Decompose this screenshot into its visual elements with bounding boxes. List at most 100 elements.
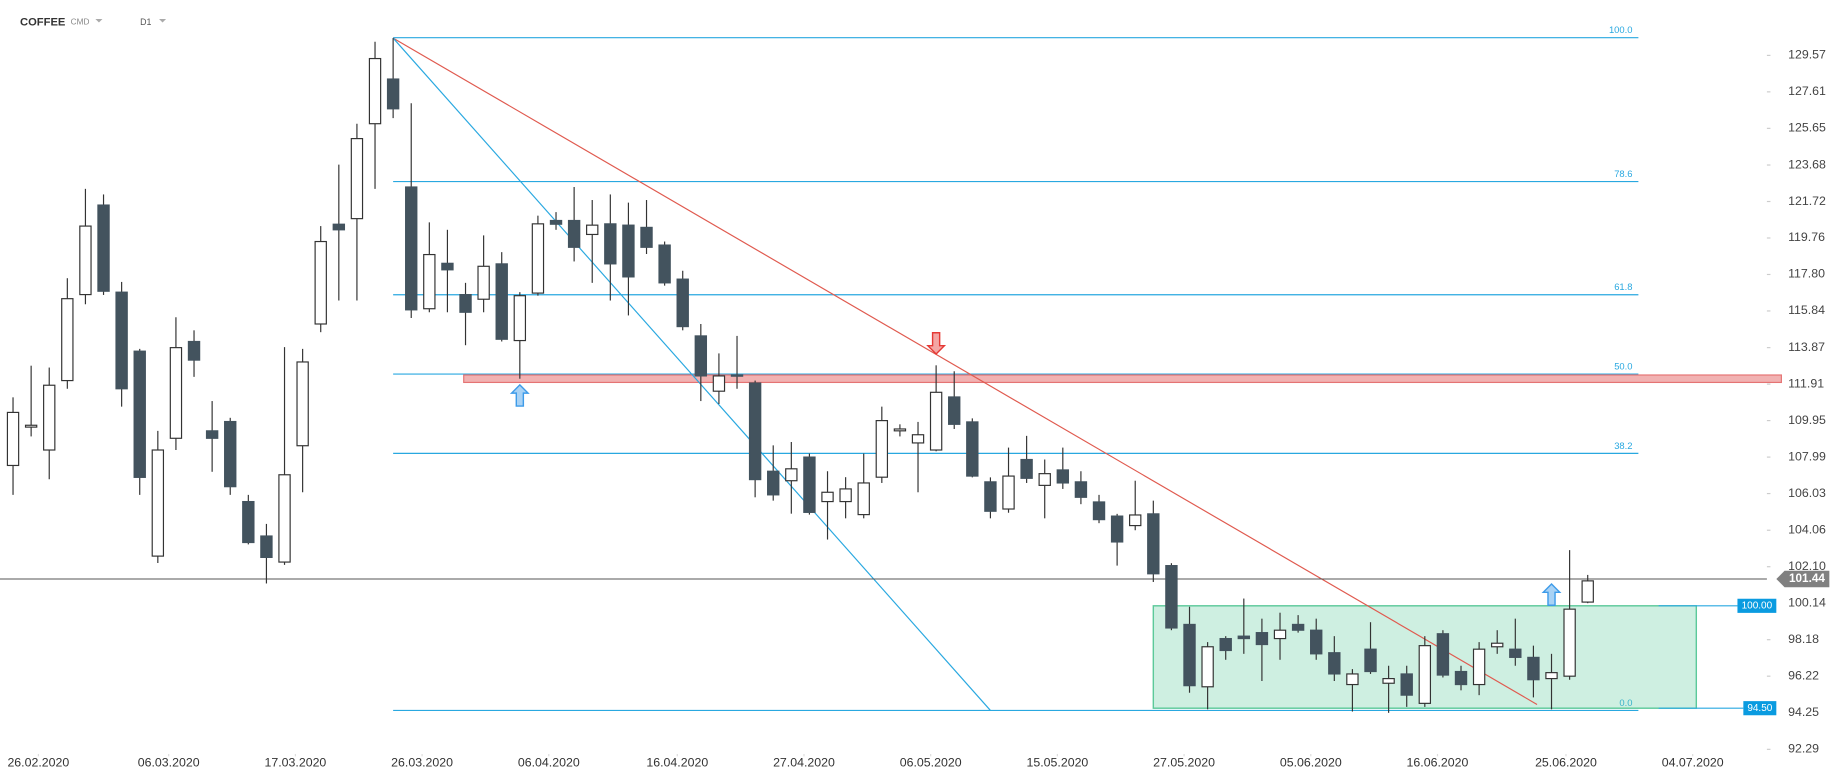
x-tick-label: 27.04.2020 [773,756,835,770]
interval-label[interactable]: D1 [140,17,151,27]
x-tick-label: 17.03.2020 [264,756,326,770]
candle-body [1400,673,1413,696]
candle-body [857,482,870,516]
dropdown-icon[interactable] [95,18,103,23]
candle-body [1527,656,1540,681]
candle-body [97,204,110,292]
candle-body [1038,473,1051,486]
candle-body [821,491,834,503]
candle-body [187,340,201,361]
candle-body [1346,673,1359,686]
fib-label: 50.0 [1614,360,1632,371]
x-tick-label: 06.04.2020 [518,756,580,770]
dropdown-icon[interactable] [159,18,167,23]
x-tick-label: 04.07.2020 [1662,756,1724,770]
y-tick-label: 96.22 [1788,668,1819,682]
candle-body [1074,481,1088,498]
candle-body [423,253,436,310]
candle-body [1020,458,1033,479]
candle-body [567,219,581,248]
candle-body [1110,515,1124,543]
candle-body [911,434,925,444]
candle-body [368,57,382,125]
candle-body [79,225,92,296]
candle-body [405,186,418,311]
candle-body [386,78,400,110]
candle-body [1129,514,1142,527]
x-tick-label: 05.06.2020 [1280,756,1342,770]
candle-body [1255,632,1269,646]
candle-body [893,428,907,432]
candle-body [1382,678,1395,684]
x-tick-label: 26.02.2020 [7,756,69,770]
candle-body [586,224,599,236]
signal-arrow [926,332,947,355]
x-tick-label: 06.05.2020 [900,756,962,770]
candle-body [658,244,671,284]
candle-body [676,278,689,328]
candle-body [459,293,472,313]
candle-body [640,226,653,248]
market-label[interactable]: CMD [71,18,90,27]
x-tick-label: 16.06.2020 [1407,756,1469,770]
candle-body [767,470,780,496]
candle-body [24,424,38,428]
x-tick-label: 27.05.2020 [1153,756,1215,770]
candle-body [441,262,454,271]
candle-body [6,411,20,467]
candle-body [1310,629,1323,655]
candle-body [296,361,309,447]
y-tick-label: 129.57 [1788,48,1826,62]
candle-body [549,219,563,225]
candle-body [785,468,798,482]
y-tick-label: 107.99 [1788,449,1826,463]
candle-body [1472,648,1486,686]
candle-body [43,384,56,451]
candle-body [1092,501,1106,521]
candle-body [1545,672,1558,680]
instrument-title[interactable]: COFFEE [20,16,66,28]
candle-body [133,350,146,478]
candle-body [1418,645,1432,704]
price-tag [1737,598,1777,613]
candle-body [332,223,346,231]
candle-body [1201,646,1214,688]
candle-body [1509,648,1522,658]
candle-body [604,223,617,265]
candle-body [1328,652,1341,675]
candle-body [314,240,327,325]
x-tick-label: 25.06.2020 [1535,756,1597,770]
candle-body [278,474,291,563]
y-tick-label: 121.72 [1788,194,1826,208]
candle-body [242,500,255,544]
fib-label: 100.0 [1609,24,1633,35]
y-tick-label: 127.61 [1788,84,1826,98]
y-tick-label: 94.25 [1788,705,1819,719]
candle-body [260,535,273,559]
candle-body [1436,633,1450,676]
candle-body [694,335,708,377]
candle-body [1219,637,1232,652]
x-tick-label: 26.03.2020 [391,756,453,770]
fib-label: 0.0 [1619,697,1632,708]
candle-body [984,481,997,512]
candle-body [205,430,219,439]
candle-body [1291,623,1305,631]
candle-body [929,391,943,451]
candle-body [1002,475,1015,510]
trendline [392,37,1538,705]
candle-body [622,224,635,278]
candle-body [875,420,889,478]
candle-body [1147,513,1160,575]
y-tick-label: 119.76 [1788,230,1825,244]
y-tick-label: 125.65 [1788,121,1826,135]
candle-body [531,223,545,294]
candle-body [169,347,183,439]
y-tick-label: 98.18 [1788,632,1819,646]
candle-body [115,291,128,390]
candle-body [1364,648,1377,673]
candle-body [477,265,490,300]
fib-label: 78.6 [1614,168,1632,179]
fib-label: 38.2 [1614,440,1632,451]
